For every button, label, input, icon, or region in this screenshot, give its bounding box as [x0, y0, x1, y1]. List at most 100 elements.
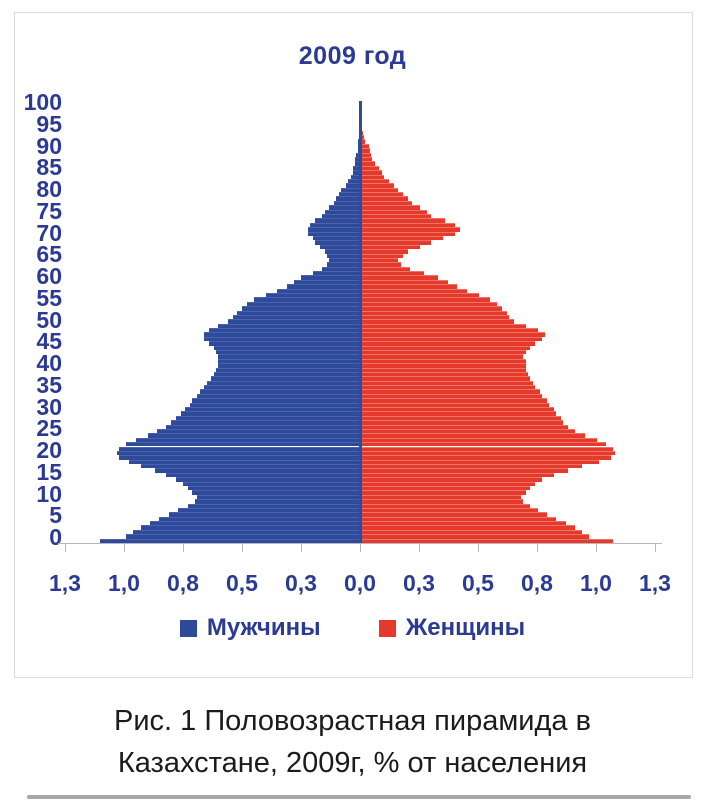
pyramid-bar-female — [360, 433, 585, 438]
pyramid-bar-male — [133, 529, 360, 535]
pyramid-bar-male — [126, 534, 360, 539]
pyramid-bar-female — [360, 183, 394, 188]
pyramid-bar-male — [293, 279, 360, 285]
pyramid-bar-male — [147, 433, 360, 438]
pyramid-bar-male — [175, 477, 360, 482]
x-axis-tick — [124, 543, 125, 552]
pyramid-bar-female — [360, 472, 555, 478]
pyramid-bar-female — [360, 214, 432, 219]
pyramid-bar-female — [360, 494, 521, 500]
pyramid-bar-female — [360, 415, 562, 421]
pyramid-bar-female — [360, 402, 550, 408]
x-axis-label: 1,3 — [639, 570, 671, 596]
x-axis-tick — [242, 543, 243, 552]
pyramid-bar-male — [334, 200, 360, 206]
pyramid-bar-female — [360, 192, 403, 197]
pyramid-bar-male — [199, 389, 360, 394]
pyramid-bar-female — [360, 135, 365, 140]
y-axis-label: 55 — [36, 284, 62, 311]
pyramid-bar-male — [218, 323, 360, 329]
pyramid-bar-male — [324, 209, 360, 215]
pyramid-bar-male — [356, 152, 360, 157]
pyramid-bar-male — [324, 249, 360, 254]
y-axis-label: 5 — [49, 502, 62, 529]
pyramid-bar-female — [360, 297, 491, 302]
pyramid-bar-female — [360, 148, 370, 153]
pyramid-bar-female — [360, 398, 547, 403]
y-axis-label: 90 — [36, 132, 62, 159]
caption-line-1: Рис. 1 Половозрастная пирамида в — [114, 705, 591, 737]
pyramid-bar-female — [360, 521, 566, 526]
pyramid-bar-male — [286, 284, 360, 289]
pyramid-bar-female — [360, 525, 576, 530]
pyramid-bar-female — [360, 367, 526, 372]
legend-item-male: Мужчины — [179, 614, 321, 642]
pyramid-bar-female — [360, 187, 399, 193]
pyramid-bar-male — [355, 157, 360, 162]
pyramid-bar-male — [329, 205, 360, 210]
pyramid-bar-female — [360, 485, 531, 491]
pyramid-bar-male — [348, 178, 360, 184]
pyramid-bar-male — [128, 459, 360, 465]
pyramid-bar-female — [360, 446, 614, 451]
pyramid-bar-male — [159, 516, 360, 522]
x-axis-label: 1,3 — [49, 570, 81, 596]
x-axis-tick — [537, 543, 538, 552]
pyramid-bar-female — [360, 205, 420, 210]
pyramid-bar-male — [149, 521, 360, 526]
pyramid-bar-male — [100, 538, 360, 543]
pyramid-bar-female — [360, 328, 538, 333]
pyramid-center-axis — [359, 101, 362, 543]
pyramid-bar-male — [319, 244, 360, 250]
pyramid-bar-female — [360, 240, 432, 245]
pyramid-bar-male — [135, 437, 360, 443]
y-axis-label: 40 — [36, 350, 62, 376]
pyramid-bar-male — [232, 314, 360, 320]
x-axis-label: 0,3 — [285, 570, 317, 596]
pyramid-bar-female — [360, 257, 399, 263]
pyramid-bar-male — [253, 297, 360, 302]
y-axis-label: 35 — [36, 371, 62, 398]
y-axis-label: 75 — [36, 197, 62, 224]
pyramid-bar-female — [360, 393, 543, 399]
x-axis-tick — [301, 543, 302, 552]
pyramid-bar-male — [197, 393, 360, 399]
x-axis-tick — [65, 543, 66, 552]
pyramid-bar-female — [360, 332, 545, 337]
x-axis-label: 1,0 — [108, 570, 140, 596]
pyramid-bar-male — [190, 402, 360, 408]
pyramid-bar-male — [322, 266, 360, 272]
pyramid-bar-male — [126, 442, 360, 447]
pyramid-bar-female — [360, 301, 498, 307]
pyramid-bar-male — [204, 336, 360, 342]
pyramid-bar-female — [360, 143, 369, 149]
pyramid-bar-female — [360, 490, 526, 495]
pyramid-bar-female — [360, 376, 531, 381]
pyramid-bar-male — [341, 187, 360, 193]
y-axis-label: 95 — [36, 110, 62, 137]
pyramid-bar-female — [360, 411, 557, 416]
pyramid-bar-male — [218, 358, 360, 364]
x-axis-tick — [419, 543, 420, 552]
pyramid-bar-female — [360, 157, 373, 162]
pyramid-bar-female — [360, 284, 458, 289]
x-axis-tick — [183, 543, 184, 552]
x-axis-tick — [478, 543, 479, 552]
pyramid-bar-male — [355, 161, 360, 166]
pyramid-bar-female — [360, 253, 403, 258]
pyramid-bar-female — [360, 534, 590, 539]
pyramid-bar-female — [360, 442, 606, 447]
pyramid-bar-male — [315, 240, 360, 245]
pyramid-bar-male — [315, 218, 360, 223]
y-axis-label: 45 — [36, 328, 62, 355]
pyramid-bar-female — [360, 292, 479, 298]
pyramid-bar-female — [360, 178, 389, 184]
pyramid-bar-male — [352, 165, 360, 171]
pyramid-bar-male — [336, 196, 360, 201]
x-axis-tick — [360, 543, 361, 552]
pyramid-bar-male — [157, 428, 360, 434]
pyramid-bar-female — [360, 209, 427, 215]
pyramid-bar-female — [360, 428, 576, 434]
y-axis-label: 100 — [23, 89, 62, 115]
pyramid-bar-female — [360, 266, 411, 272]
